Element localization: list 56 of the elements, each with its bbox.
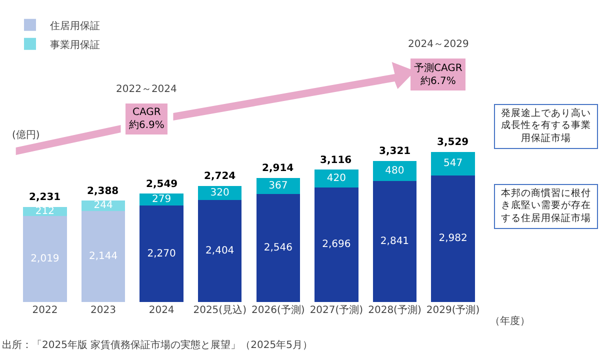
data-label: 480: [385, 166, 404, 177]
data-label: 2,404: [206, 245, 234, 256]
text: 予測CAGR 約6.7%: [414, 62, 462, 87]
data-label: 2,019: [30, 254, 60, 265]
bar: [256, 178, 300, 194]
data-label: 244: [94, 200, 113, 212]
y-axis-title: (億円): [12, 129, 40, 141]
data-label: 279: [152, 194, 172, 206]
bar: [314, 187, 358, 302]
data-label: 547: [443, 158, 463, 170]
x-tick-label: 2025(見込): [193, 304, 247, 316]
text: 2024～2029: [408, 39, 469, 50]
bar: [431, 152, 475, 176]
x-tick-label: 2029(予測): [426, 304, 480, 316]
total-label: 2,724: [204, 171, 236, 182]
text: CAGR 約6.9%: [129, 107, 164, 131]
bar: [81, 210, 126, 302]
bar: [198, 200, 242, 302]
total-label: 3,321: [379, 146, 411, 157]
bar: [140, 194, 184, 206]
text: 2022～2024: [116, 84, 177, 95]
total-label: 2,914: [262, 163, 294, 174]
data-label: 420: [326, 172, 346, 184]
data-label: 212: [35, 206, 55, 218]
text: 発展途上であり高い成長性を有する事業用保証市場: [494, 104, 598, 150]
x-tick-label: 2028(予測): [368, 304, 422, 316]
total-label: 2,231: [29, 192, 61, 203]
data-label: 2,546: [264, 242, 292, 254]
data-label: 2,982: [438, 233, 468, 244]
total-label: 3,529: [437, 137, 469, 148]
data-label: 2,841: [380, 236, 410, 248]
data-label: 367: [268, 180, 288, 192]
x-tick-label: 2026(予測): [252, 304, 305, 316]
legend-label: 事業用保証: [50, 38, 100, 51]
total-label: 3,116: [320, 155, 352, 166]
total-label: 2,388: [87, 186, 119, 197]
bar: [256, 194, 300, 302]
bar: [140, 206, 184, 302]
bar: [431, 175, 475, 302]
x-tick-label: 2027(予測): [310, 304, 364, 316]
x-tick-label: 2023: [90, 305, 116, 316]
bar: [23, 216, 67, 302]
legend-label: 住居用保証: [50, 20, 100, 32]
bar: [314, 170, 358, 188]
data-label: 2,270: [147, 248, 176, 260]
data-label: 320: [210, 188, 230, 199]
bar: [198, 186, 242, 200]
data-label: 2,144: [88, 250, 118, 262]
text: 出所：「2025年版 家賃債務保証市場の実態と展望」（2025年5月）: [2, 339, 312, 351]
data-label: 2,696: [322, 239, 351, 250]
x-tick-label: 2024: [148, 305, 174, 316]
text: 本邦の商慣習に根付き底堅い需要が存在する住居用保証市場: [494, 184, 598, 230]
bar: [372, 181, 417, 302]
total-label: 2,549: [146, 179, 178, 190]
x-axis-title: （年度）: [490, 315, 530, 327]
x-tick-label: 2022: [32, 305, 58, 316]
